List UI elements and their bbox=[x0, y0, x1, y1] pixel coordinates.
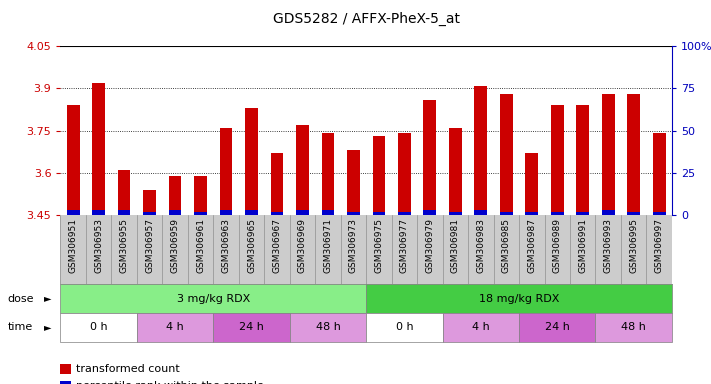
Text: GSM306979: GSM306979 bbox=[425, 218, 434, 273]
Bar bbox=[373, 136, 385, 215]
Bar bbox=[92, 83, 105, 215]
Bar bbox=[500, 212, 513, 215]
Text: ►: ► bbox=[43, 322, 51, 333]
Text: GSM306953: GSM306953 bbox=[94, 218, 103, 273]
Text: GSM306955: GSM306955 bbox=[119, 218, 129, 273]
Bar bbox=[602, 94, 614, 215]
Text: GSM306995: GSM306995 bbox=[629, 218, 638, 273]
Bar bbox=[653, 212, 665, 215]
Text: GSM306959: GSM306959 bbox=[171, 218, 180, 273]
Bar bbox=[194, 212, 207, 215]
Text: time: time bbox=[7, 322, 33, 333]
Text: percentile rank within the sample: percentile rank within the sample bbox=[76, 381, 264, 384]
Bar bbox=[577, 105, 589, 215]
Bar bbox=[525, 212, 538, 215]
Bar bbox=[449, 128, 461, 215]
Text: 4 h: 4 h bbox=[472, 322, 490, 333]
Bar bbox=[67, 105, 80, 215]
Text: GSM306971: GSM306971 bbox=[324, 218, 333, 273]
Text: GSM306977: GSM306977 bbox=[400, 218, 409, 273]
Text: GSM306985: GSM306985 bbox=[502, 218, 510, 273]
Bar bbox=[347, 212, 360, 215]
Bar bbox=[474, 86, 487, 215]
Bar bbox=[551, 105, 564, 215]
Bar bbox=[577, 212, 589, 215]
Bar bbox=[373, 212, 385, 215]
Text: GSM306997: GSM306997 bbox=[655, 218, 663, 273]
Bar bbox=[143, 212, 156, 215]
Bar bbox=[474, 210, 487, 215]
Bar bbox=[245, 210, 258, 215]
Bar bbox=[347, 150, 360, 215]
Bar bbox=[602, 210, 614, 215]
Bar bbox=[118, 210, 131, 215]
Text: GSM306961: GSM306961 bbox=[196, 218, 205, 273]
Bar bbox=[271, 212, 284, 215]
Text: 3 mg/kg RDX: 3 mg/kg RDX bbox=[176, 293, 250, 304]
Text: dose: dose bbox=[7, 293, 33, 304]
Bar bbox=[194, 175, 207, 215]
Text: 0 h: 0 h bbox=[90, 322, 107, 333]
Bar bbox=[627, 212, 640, 215]
Bar bbox=[449, 212, 461, 215]
Bar bbox=[525, 153, 538, 215]
Text: 48 h: 48 h bbox=[316, 322, 341, 333]
Bar bbox=[551, 212, 564, 215]
Text: GSM306993: GSM306993 bbox=[604, 218, 613, 273]
Bar bbox=[296, 210, 309, 215]
Bar bbox=[653, 133, 665, 215]
Bar bbox=[424, 210, 437, 215]
Bar bbox=[143, 190, 156, 215]
Text: 18 mg/kg RDX: 18 mg/kg RDX bbox=[479, 293, 560, 304]
Bar bbox=[500, 94, 513, 215]
Bar bbox=[271, 153, 284, 215]
Text: GSM306991: GSM306991 bbox=[578, 218, 587, 273]
Text: 4 h: 4 h bbox=[166, 322, 184, 333]
Text: GSM306973: GSM306973 bbox=[349, 218, 358, 273]
Bar bbox=[245, 108, 258, 215]
Text: GSM306951: GSM306951 bbox=[69, 218, 77, 273]
Bar bbox=[398, 133, 411, 215]
Text: transformed count: transformed count bbox=[76, 364, 180, 374]
Bar bbox=[296, 125, 309, 215]
Bar bbox=[220, 210, 232, 215]
Text: GSM306989: GSM306989 bbox=[552, 218, 562, 273]
Bar bbox=[169, 175, 181, 215]
Text: GDS5282 / AFFX-PheX-5_at: GDS5282 / AFFX-PheX-5_at bbox=[272, 12, 460, 26]
Bar bbox=[118, 170, 131, 215]
Text: 24 h: 24 h bbox=[239, 322, 264, 333]
Bar bbox=[627, 94, 640, 215]
Text: GSM306987: GSM306987 bbox=[528, 218, 536, 273]
Bar bbox=[92, 210, 105, 215]
Bar bbox=[398, 212, 411, 215]
Bar bbox=[424, 99, 437, 215]
Text: 0 h: 0 h bbox=[395, 322, 413, 333]
Bar bbox=[321, 210, 334, 215]
Bar bbox=[67, 210, 80, 215]
Text: 48 h: 48 h bbox=[621, 322, 646, 333]
Bar bbox=[169, 210, 181, 215]
Bar bbox=[321, 133, 334, 215]
Text: GSM306969: GSM306969 bbox=[298, 218, 307, 273]
Text: 24 h: 24 h bbox=[545, 322, 570, 333]
Text: GSM306963: GSM306963 bbox=[222, 218, 230, 273]
Text: GSM306957: GSM306957 bbox=[145, 218, 154, 273]
Text: GSM306983: GSM306983 bbox=[476, 218, 486, 273]
Text: GSM306981: GSM306981 bbox=[451, 218, 460, 273]
Text: GSM306967: GSM306967 bbox=[272, 218, 282, 273]
Bar bbox=[220, 128, 232, 215]
Text: ►: ► bbox=[43, 293, 51, 304]
Text: GSM306965: GSM306965 bbox=[247, 218, 256, 273]
Text: GSM306975: GSM306975 bbox=[375, 218, 383, 273]
